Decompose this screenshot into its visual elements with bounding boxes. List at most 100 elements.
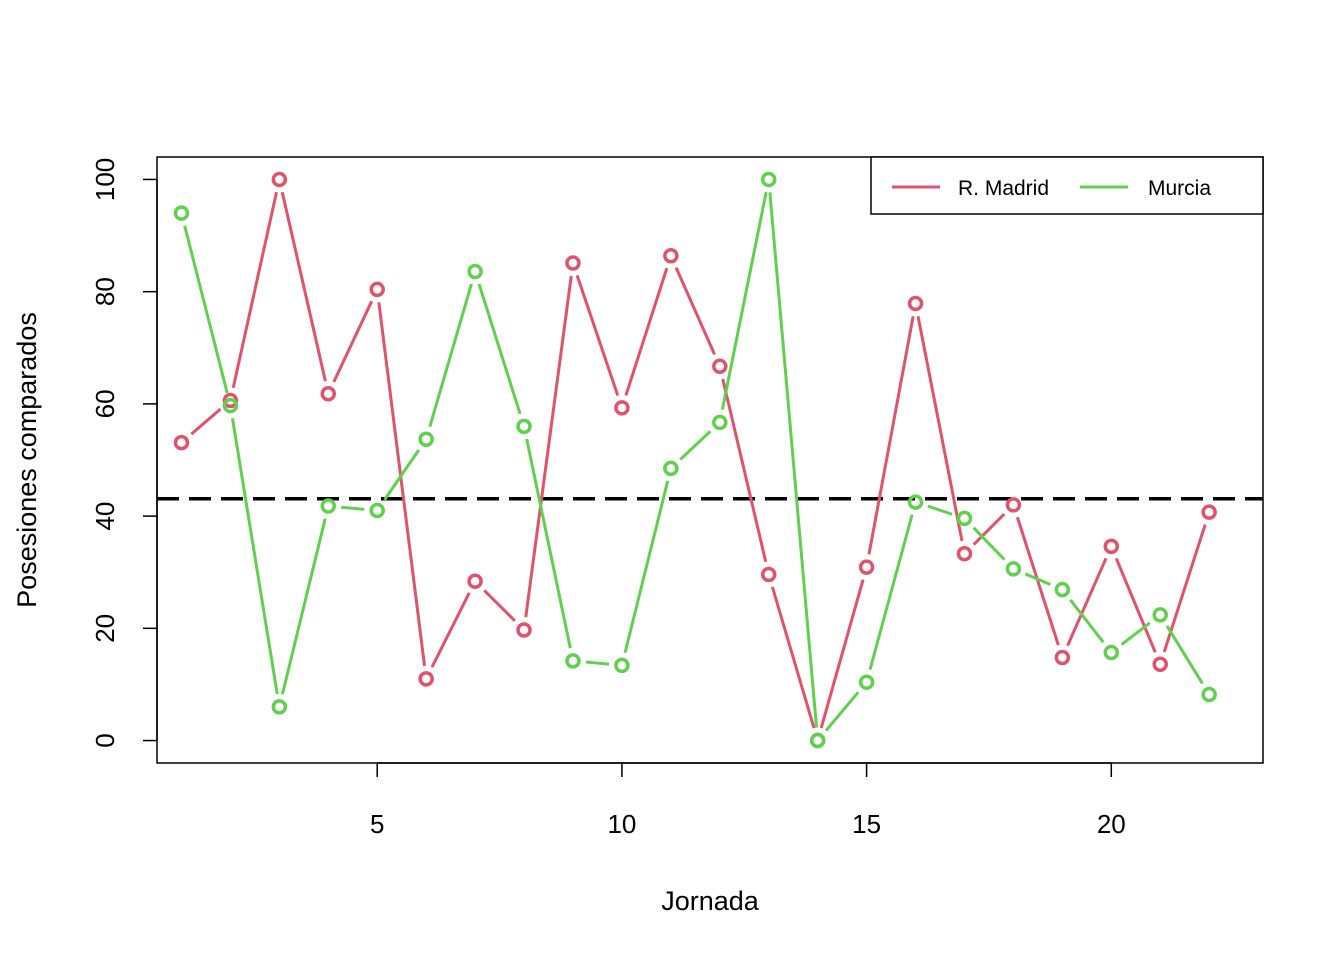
series-segment bbox=[868, 514, 914, 671]
data-point bbox=[1005, 497, 1022, 513]
data-point bbox=[858, 674, 875, 690]
series-segment bbox=[1024, 572, 1051, 586]
x-tick-label: 20 bbox=[1097, 809, 1126, 839]
series-segment bbox=[770, 586, 816, 729]
y-tick-label: 80 bbox=[90, 277, 120, 306]
series-segment bbox=[972, 513, 1006, 546]
series-segment bbox=[525, 438, 572, 649]
data-point bbox=[1103, 644, 1120, 661]
data-point bbox=[614, 400, 630, 416]
series-segment bbox=[231, 191, 279, 389]
series-segment bbox=[332, 300, 374, 383]
series-segment bbox=[916, 315, 964, 542]
series-segment bbox=[679, 430, 712, 461]
series-segment bbox=[1114, 557, 1157, 653]
data-point bbox=[858, 559, 875, 575]
series-segment bbox=[1165, 625, 1204, 685]
series-segment bbox=[190, 407, 222, 436]
data-point bbox=[1005, 561, 1022, 577]
data-point bbox=[614, 657, 630, 674]
series-segment bbox=[1120, 621, 1151, 646]
data-point bbox=[369, 281, 385, 298]
series-segment bbox=[280, 518, 327, 695]
data-point bbox=[809, 732, 826, 749]
data-point bbox=[369, 502, 385, 519]
data-point bbox=[467, 573, 483, 589]
data-point bbox=[222, 397, 239, 414]
data-point bbox=[760, 171, 777, 188]
data-point bbox=[418, 431, 434, 447]
data-point bbox=[1152, 607, 1168, 623]
data-point bbox=[907, 295, 924, 312]
data-point bbox=[1054, 649, 1071, 666]
y-tick-label: 60 bbox=[90, 389, 120, 418]
series-segment bbox=[430, 592, 471, 668]
y-tick-label: 40 bbox=[90, 502, 120, 531]
data-point bbox=[1201, 504, 1217, 520]
series-segment bbox=[524, 275, 573, 618]
y-tick-label: 20 bbox=[90, 614, 120, 643]
data-point bbox=[1054, 581, 1071, 598]
data-point bbox=[565, 653, 581, 669]
series-segment bbox=[721, 378, 768, 563]
data-point bbox=[271, 171, 288, 188]
data-point bbox=[320, 498, 337, 514]
series-segment bbox=[623, 480, 670, 654]
series-segment bbox=[231, 418, 279, 695]
data-point bbox=[1103, 538, 1120, 555]
axes-layer: 5 10 15 20 0 20 40 60 80 100 bbox=[90, 158, 1126, 839]
data-point bbox=[418, 671, 434, 687]
series-segment bbox=[341, 505, 365, 511]
data-point bbox=[956, 545, 973, 562]
series-segment bbox=[768, 192, 819, 728]
data-point bbox=[271, 699, 288, 715]
series-segment bbox=[1069, 598, 1105, 644]
plot-frame bbox=[156, 156, 1264, 764]
series-segment bbox=[483, 589, 516, 622]
x-tick-label: 15 bbox=[852, 809, 881, 839]
series-layer bbox=[173, 171, 1217, 749]
y-axis-title: Posesiones comparados bbox=[12, 312, 42, 608]
series-segment bbox=[383, 449, 421, 501]
data-point bbox=[712, 414, 728, 431]
data-point bbox=[467, 263, 483, 280]
data-point bbox=[173, 205, 190, 221]
series-segment bbox=[183, 225, 229, 394]
series-segment bbox=[927, 504, 953, 516]
data-point bbox=[907, 494, 924, 510]
series-segment bbox=[720, 191, 768, 410]
series-segment bbox=[624, 267, 669, 396]
series-segment bbox=[377, 302, 427, 667]
series-segment bbox=[1015, 516, 1060, 646]
series-segment bbox=[972, 526, 1006, 561]
legend-label-r-madrid: R. Madrid bbox=[958, 177, 1049, 200]
series-segment bbox=[819, 579, 865, 729]
series-segment bbox=[477, 283, 522, 415]
data-point bbox=[320, 386, 337, 402]
x-axis-title: Jornada bbox=[661, 886, 760, 916]
legend-label-murcia: Murcia bbox=[1148, 177, 1211, 200]
series-segment bbox=[867, 315, 915, 555]
series-segment bbox=[824, 691, 860, 732]
data-point bbox=[663, 248, 679, 264]
data-point bbox=[173, 434, 190, 451]
series-r-madrid bbox=[173, 171, 1217, 749]
data-point bbox=[956, 510, 973, 527]
series-segment bbox=[1066, 557, 1108, 647]
data-point bbox=[565, 255, 581, 271]
data-point bbox=[516, 418, 532, 435]
series-segment bbox=[674, 267, 716, 356]
series-segment bbox=[585, 660, 610, 666]
data-point bbox=[516, 622, 532, 638]
data-point bbox=[1201, 686, 1217, 703]
legend: R. Madrid Murcia bbox=[870, 156, 1264, 215]
data-point bbox=[760, 566, 777, 583]
series-segment bbox=[575, 274, 620, 396]
y-tick-label: 0 bbox=[90, 733, 120, 747]
series-segment bbox=[280, 191, 327, 382]
data-point bbox=[712, 358, 728, 375]
y-tick-label: 100 bbox=[90, 158, 120, 201]
data-point bbox=[222, 392, 239, 409]
data-point bbox=[663, 460, 679, 477]
